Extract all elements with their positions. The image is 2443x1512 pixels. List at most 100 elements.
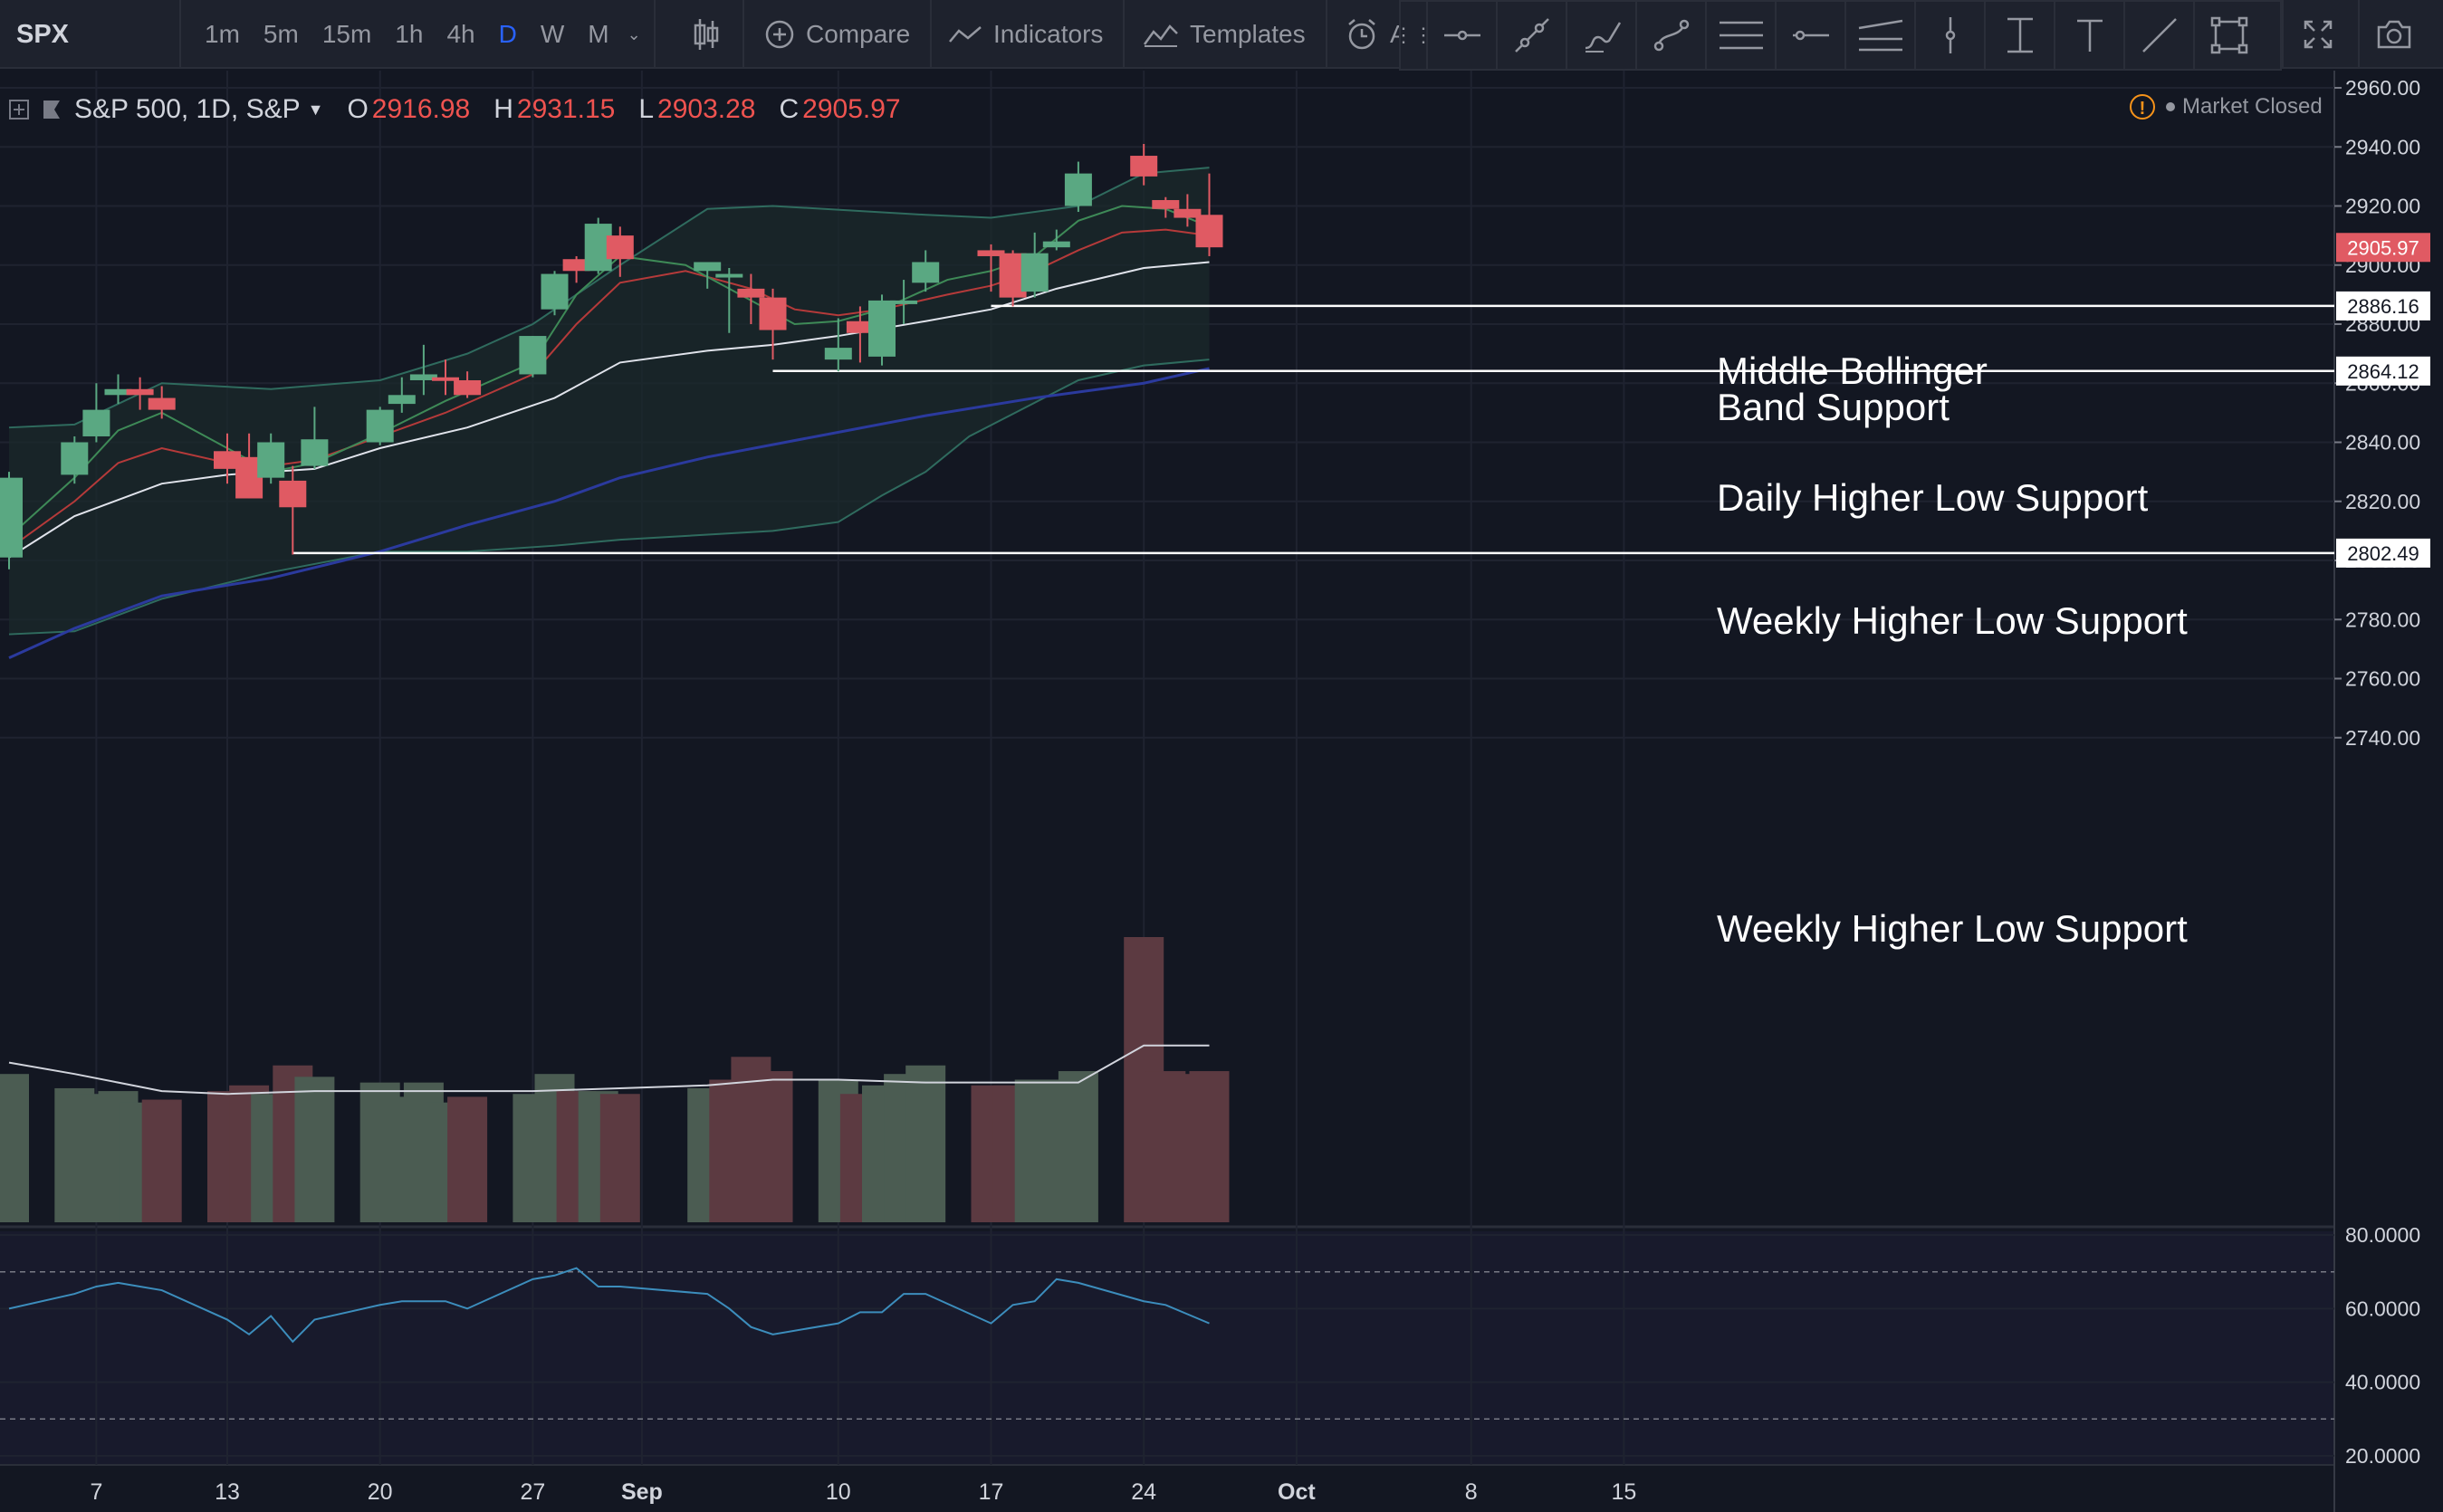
- candle-body: [1174, 208, 1202, 218]
- candle-body: [257, 442, 285, 478]
- templates-button[interactable]: Templates: [1123, 0, 1327, 69]
- candle-body: [715, 273, 743, 278]
- expand-plus-icon[interactable]: [9, 100, 29, 120]
- bollinger-band-fill: [9, 167, 1210, 635]
- indicators-button[interactable]: Indicators: [928, 0, 1126, 69]
- price-chart[interactable]: 2740.002760.002780.002800.002820.002840.…: [0, 71, 2443, 1512]
- chevron-down-icon[interactable]: ⌄: [627, 24, 641, 43]
- vertical-line-tool-icon[interactable]: [1914, 2, 1984, 69]
- rsi-tick-label: 60.0000: [2345, 1297, 2420, 1320]
- drawing-toolbar: ⋮⋮: [1394, 0, 2282, 71]
- volume-bar: [599, 1094, 640, 1222]
- time-tick-label: 10: [826, 1479, 851, 1505]
- market-status[interactable]: ! Market Closed: [2130, 94, 2323, 120]
- candle-body: [0, 477, 23, 558]
- candle-body: [454, 379, 482, 396]
- pitchfork-tool-icon[interactable]: [1844, 2, 1914, 69]
- candle-body: [977, 250, 1005, 256]
- symbol-search[interactable]: SPX: [0, 0, 181, 69]
- flag-icon[interactable]: [42, 99, 62, 120]
- annotation-daily-higher-low: Daily Higher Low Support: [1717, 476, 2149, 519]
- status-dot-icon: [2166, 102, 2175, 111]
- candle-body: [279, 480, 307, 508]
- candle-body: [759, 297, 787, 330]
- price-tick-label: 2780.00: [2345, 608, 2420, 631]
- price-range-tool-icon[interactable]: [1984, 2, 2054, 69]
- fullscreen-button[interactable]: [2282, 0, 2352, 69]
- candle-body: [432, 377, 459, 381]
- time-tick-label: 8: [1465, 1479, 1478, 1505]
- volume-bar: [752, 1071, 793, 1222]
- interval-1h[interactable]: 1h: [395, 20, 424, 48]
- support-price-label: 2864.12: [2347, 360, 2419, 383]
- candle-body: [694, 262, 722, 272]
- volume-bar: [0, 1074, 29, 1222]
- annotation-weekly-higher-low-1: Weekly Higher Low Support: [1717, 599, 2188, 642]
- chevron-down-icon[interactable]: ▼: [307, 100, 324, 119]
- candle-body: [541, 273, 569, 310]
- annotation-middle-bb-line1: Middle Bollinger: [1717, 349, 1988, 392]
- horizontal-ray-tool-icon[interactable]: [1426, 2, 1496, 69]
- compare-button[interactable]: Compare: [744, 0, 933, 69]
- candle-body: [126, 388, 154, 396]
- horizontal-line-tool-icon[interactable]: [1775, 2, 1844, 69]
- screenshot-button[interactable]: [2358, 0, 2429, 69]
- market-status-label: Market Closed: [2182, 94, 2323, 119]
- ruler-tool-icon[interactable]: [2123, 2, 2193, 69]
- volume-bar: [447, 1096, 488, 1222]
- time-tick-label: 7: [90, 1479, 102, 1505]
- candle-body: [301, 439, 329, 466]
- interval-w[interactable]: W: [540, 20, 565, 48]
- low-label: L: [638, 94, 655, 124]
- chart-type-button[interactable]: [681, 0, 744, 69]
- brush-tool-icon[interactable]: [1566, 2, 1635, 69]
- volume-bar: [1189, 1071, 1230, 1222]
- candle-body: [912, 262, 940, 283]
- interval-d[interactable]: D: [498, 20, 517, 48]
- indicators-label: Indicators: [993, 20, 1104, 48]
- volume-bar: [1058, 1071, 1098, 1222]
- interval-15m[interactable]: 15m: [321, 20, 372, 48]
- interval-5m[interactable]: 5m: [263, 20, 299, 48]
- interval-4h[interactable]: 4h: [446, 20, 475, 48]
- candle-body: [409, 374, 437, 380]
- low-value: 2903.28: [657, 94, 756, 124]
- support-price-label: 2802.49: [2347, 542, 2419, 565]
- candle-body: [1042, 241, 1070, 248]
- price-tick-label: 2740.00: [2345, 726, 2420, 750]
- candle-body: [1130, 156, 1158, 177]
- close-value: 2905.97: [802, 94, 901, 124]
- candle-body: [519, 336, 547, 375]
- candle-body: [1152, 199, 1180, 209]
- time-tick-label: 13: [215, 1479, 240, 1505]
- candle-body: [868, 300, 896, 357]
- candles-icon: [694, 19, 719, 50]
- candle-body: [388, 395, 416, 405]
- candle-body: [1064, 173, 1092, 206]
- candle-body: [824, 348, 852, 360]
- support-price-tag: [2336, 356, 2430, 386]
- open-label: O: [347, 94, 369, 124]
- interval-1m[interactable]: 1m: [205, 20, 240, 48]
- parallel-lines-tool-icon[interactable]: [1705, 2, 1775, 69]
- support-price-tag: [2336, 291, 2430, 321]
- time-tick-label: 15: [1611, 1479, 1636, 1505]
- drag-handle-icon[interactable]: ⋮⋮: [1394, 24, 1433, 46]
- trend-line-tool-icon[interactable]: [1496, 2, 1566, 69]
- candle-body: [61, 442, 89, 475]
- price-tick-label: 2820.00: [2345, 490, 2420, 513]
- support-price-label: 2886.16: [2347, 295, 2419, 318]
- time-tick-label: 24: [1131, 1479, 1156, 1505]
- curve-tool-icon[interactable]: [1635, 2, 1705, 69]
- symbol-description[interactable]: S&P 500, 1D, S&P: [74, 94, 301, 124]
- volume-ma-line: [8, 1044, 1210, 1096]
- text-tool-icon[interactable]: [2054, 2, 2123, 69]
- camera-icon: [2377, 20, 2411, 49]
- rectangle-tool-icon[interactable]: [2193, 2, 2263, 69]
- time-tick-label: Oct: [1278, 1479, 1316, 1505]
- candle-body: [890, 300, 918, 304]
- rsi-line: [8, 1267, 1210, 1344]
- interval-m[interactable]: M: [588, 20, 609, 48]
- volume-bar: [294, 1077, 335, 1222]
- candle-body: [1195, 215, 1223, 248]
